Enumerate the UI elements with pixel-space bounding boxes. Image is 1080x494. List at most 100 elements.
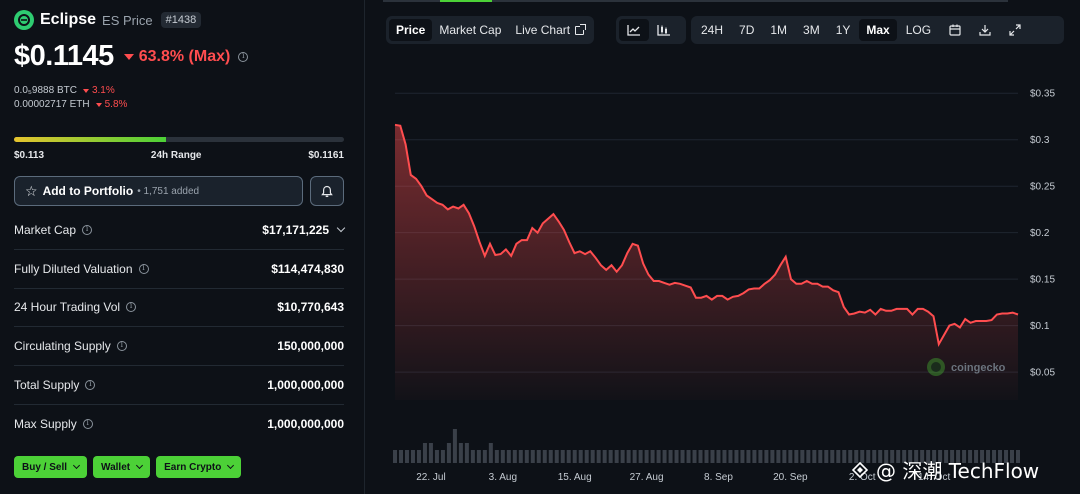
earn-crypto-button[interactable]: Earn Crypto — [156, 456, 242, 478]
volume-bar — [800, 450, 805, 463]
stat-value: 1,000,000,000 — [267, 417, 344, 432]
x-tick-label: 14. Oct — [918, 472, 950, 483]
wallet-button[interactable]: Wallet — [93, 456, 151, 478]
volume-bar — [542, 450, 547, 463]
volume-bar — [884, 450, 889, 463]
volume-bar — [566, 450, 571, 463]
volume-bar — [512, 450, 517, 463]
eth-change: 5.8% — [95, 99, 128, 110]
volume-bar — [398, 450, 403, 463]
download-button[interactable] — [970, 19, 1000, 41]
tab-price[interactable]: Price — [389, 19, 433, 41]
stats-list: Market Cap $17,171,225 Fully Diluted Val… — [14, 211, 346, 444]
volume-bar — [956, 450, 961, 463]
tab-live-chart[interactable]: Live Chart — [508, 19, 591, 41]
volume-bar — [710, 450, 715, 463]
tab-market-cap[interactable]: Market Cap — [439, 23, 502, 37]
volume-bar — [482, 450, 487, 463]
eclipse-logo-icon — [14, 10, 34, 30]
market-cap-value[interactable]: $17,171,225 — [262, 223, 346, 237]
stat-label: Total Supply — [14, 378, 80, 393]
line-chart-icon — [627, 25, 640, 36]
volume-bar — [614, 450, 619, 463]
volume-bar — [974, 450, 979, 463]
line-chart-button[interactable] — [619, 19, 649, 41]
volume-bar — [962, 450, 967, 463]
volume-bar — [740, 450, 745, 463]
portfolio-count: • 1,751 added — [137, 185, 200, 197]
range-max[interactable]: Max — [859, 19, 897, 41]
volume-bar — [434, 450, 439, 463]
eth-price: 0.00002717 ETH — [14, 99, 90, 110]
volume-bar — [488, 443, 493, 463]
volume-bar — [524, 450, 529, 463]
info-icon[interactable] — [82, 418, 93, 430]
volume-bar — [674, 450, 679, 463]
info-icon[interactable] — [138, 263, 149, 274]
info-icon[interactable] — [116, 340, 127, 352]
info-icon[interactable] — [126, 301, 137, 313]
current-price: $0.1145 — [14, 40, 114, 72]
price-change: 63.8% (Max) — [123, 48, 230, 66]
volume-bar — [404, 450, 409, 463]
volume-bar — [914, 450, 919, 463]
range-1y[interactable]: 1Y — [835, 23, 851, 37]
24h-range-bar — [14, 137, 344, 142]
volume-bar — [782, 450, 787, 463]
stat-row-fdv: Fully Diluted Valuation $114,474,830 — [14, 250, 344, 289]
volume-bar — [662, 450, 667, 463]
range-1m[interactable]: 1M — [770, 23, 788, 37]
x-tick-label: 15. Aug — [558, 472, 592, 483]
candlestick-icon — [657, 25, 670, 36]
stat-label: Circulating Supply — [14, 339, 111, 354]
fullscreen-button[interactable] — [1000, 19, 1030, 41]
stat-value: $10,770,643 — [277, 300, 344, 315]
volume-bar — [698, 450, 703, 463]
panel-divider — [364, 0, 365, 494]
info-icon[interactable] — [82, 224, 93, 235]
coingecko-label: coingecko — [951, 362, 1006, 374]
volume-bar — [932, 450, 937, 463]
btc-change-value: 3.1% — [91, 85, 115, 96]
date-picker-button[interactable] — [940, 19, 970, 41]
caret-down-icon — [82, 88, 89, 93]
chart-type-toggle — [616, 16, 686, 44]
diamond-logo-icon — [852, 461, 868, 478]
volume-bar — [644, 450, 649, 463]
volume-bar — [902, 450, 907, 463]
btc-change: 3.1% — [82, 85, 115, 96]
stat-label: Fully Diluted Valuation — [14, 261, 133, 276]
range-3m[interactable]: 3M — [803, 23, 820, 37]
volume-bar — [686, 450, 691, 463]
volume-bar — [998, 450, 1003, 463]
log-scale-toggle[interactable]: LOG — [905, 23, 932, 37]
volume-bar — [554, 450, 559, 463]
volume-bar — [980, 450, 985, 463]
range-7d[interactable]: 7D — [739, 23, 755, 37]
coin-info-panel: Eclipse ES Price #1438 $0.1145 63.8% (Ma… — [0, 0, 364, 494]
buy-sell-button[interactable]: Buy / Sell — [14, 456, 88, 478]
volume-bar — [548, 450, 553, 463]
volume-bar — [968, 450, 973, 463]
add-to-portfolio-label: Add to Portfolio — [42, 184, 134, 198]
add-to-portfolio-button[interactable]: ☆ Add to Portfolio • 1,751 added — [14, 176, 303, 206]
eth-price-row: 0.00002717 ETH 5.8% — [14, 99, 127, 110]
y-tick-label: $0.25 — [1030, 182, 1055, 193]
techflow-watermark: @ 深潮 TechFlow — [852, 455, 1039, 484]
y-tick-label: $0.15 — [1030, 275, 1055, 286]
volume-bar — [752, 450, 757, 463]
volume-bar — [1010, 450, 1015, 463]
x-tick-label: 2. Oct — [849, 472, 876, 483]
caret-down-icon — [123, 53, 134, 60]
info-icon[interactable] — [85, 379, 96, 391]
candlestick-chart-button[interactable] — [649, 19, 679, 41]
price-alert-button[interactable] — [310, 176, 344, 206]
eth-change-value: 5.8% — [104, 99, 128, 110]
info-icon[interactable] — [238, 51, 249, 62]
volume-bar — [572, 450, 577, 463]
volume-bar — [584, 450, 589, 463]
range-24h[interactable]: 24H — [701, 23, 724, 37]
stat-label: Max Supply — [14, 417, 77, 432]
volume-bar — [470, 450, 475, 463]
x-tick-label: 8. Sep — [704, 472, 733, 483]
